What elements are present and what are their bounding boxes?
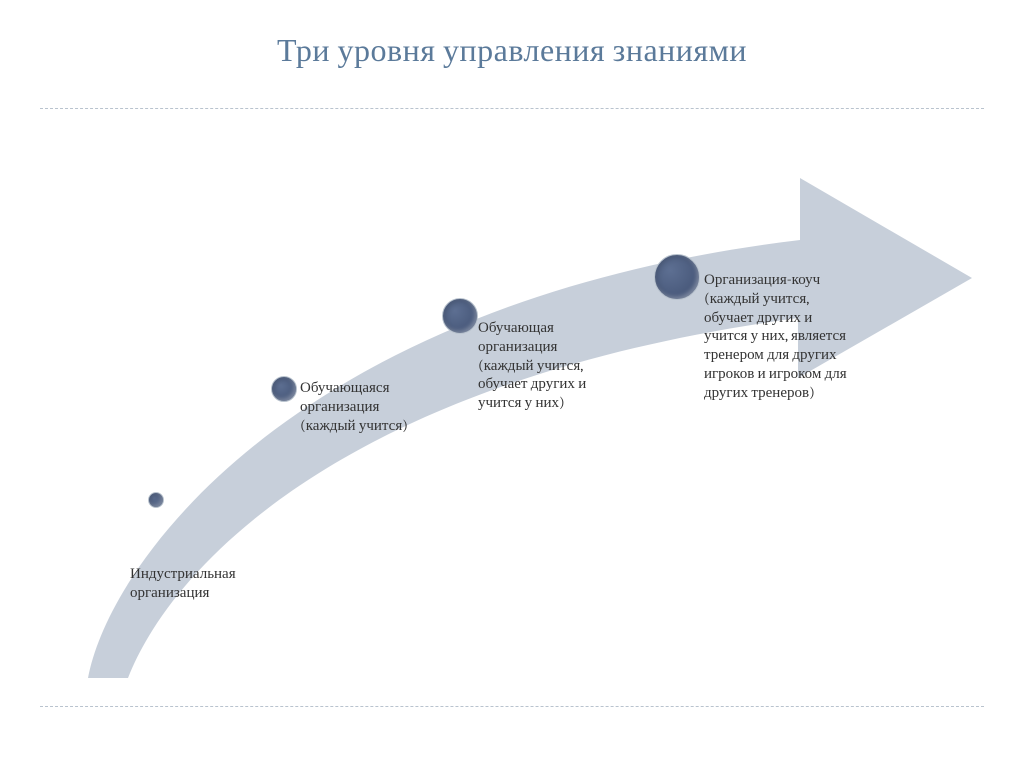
node-3-circle [654, 254, 700, 300]
node-3-label: Организация-коуч (каждый учится, обучает… [704, 270, 934, 401]
node-1-label: Обучающаяся организация (каждый учится) [300, 378, 480, 434]
divider-bottom [40, 706, 984, 707]
node-2-label: Обучающая организация (каждый учится, об… [478, 318, 668, 412]
node-0-circle [148, 492, 164, 508]
page-title: Три уровня управления знаниями [0, 32, 1024, 69]
node-2-circle [442, 298, 478, 334]
divider-top [40, 108, 984, 109]
node-0-label: Индустриальная организация [130, 564, 290, 602]
node-1-circle [271, 376, 297, 402]
slide: Три уровня управления знаниями Индустриа… [0, 0, 1024, 767]
arrow-path [88, 178, 972, 678]
title-text: Три уровня управления знаниями [277, 32, 747, 69]
